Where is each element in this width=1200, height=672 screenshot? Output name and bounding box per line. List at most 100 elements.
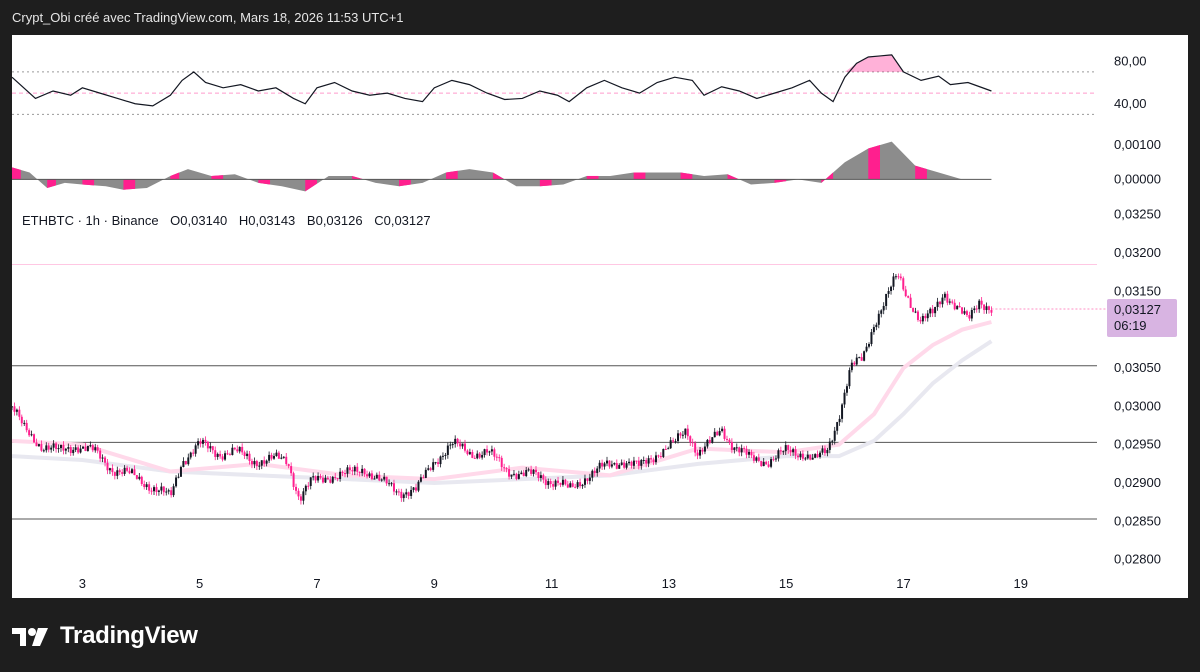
candle-body — [520, 472, 523, 475]
footer-brand: TradingView — [12, 620, 198, 652]
candle-body — [23, 422, 26, 424]
candle-body — [610, 464, 613, 467]
candle-body — [30, 434, 33, 436]
candle-body — [623, 462, 626, 468]
candle-body — [285, 456, 288, 465]
candle-body — [760, 460, 763, 467]
candle-body — [211, 446, 214, 451]
chart-frame[interactable]: 40,00 80,00 0,00000 0,00100 0,02800 0,02850… — [12, 35, 1188, 598]
tradingview-logo-icon — [12, 628, 48, 646]
candle-body — [397, 491, 400, 493]
candle-body — [96, 447, 99, 451]
candle-body — [593, 470, 596, 473]
candle-body — [258, 465, 261, 467]
candle-body — [826, 449, 829, 454]
candle-body — [162, 486, 165, 493]
candle-body — [160, 486, 163, 491]
candle-body — [72, 449, 75, 454]
candle-body — [236, 449, 239, 452]
candle-body — [596, 468, 599, 473]
histogram-segment — [915, 165, 927, 180]
candle-body — [662, 448, 665, 457]
candle-body — [549, 481, 552, 485]
candle-body — [456, 438, 459, 444]
candle-body — [951, 301, 954, 303]
candle-body — [121, 472, 124, 474]
candle-body — [579, 482, 582, 487]
candle-body — [608, 460, 611, 467]
candle-body — [527, 469, 530, 471]
candle-body — [953, 302, 956, 310]
chart-canvas[interactable]: 40,00 80,00 0,00000 0,00100 0,02800 0,02850… — [12, 35, 1188, 598]
candle-body — [515, 473, 518, 479]
candle-body — [784, 445, 787, 452]
candle-body — [304, 485, 307, 492]
candle-body — [133, 469, 136, 476]
price-tick-label: 0,03000 — [1114, 398, 1161, 413]
candle-body — [101, 457, 104, 459]
candle-body — [182, 461, 185, 468]
candle-body — [924, 315, 927, 319]
candle-body — [444, 454, 447, 456]
candle-body — [104, 457, 107, 463]
candle-body — [686, 428, 689, 437]
candle-body — [819, 452, 822, 458]
candle-body — [517, 474, 520, 479]
candle-body — [243, 452, 246, 456]
time-tick-label: 17 — [896, 576, 910, 591]
candle-body — [231, 447, 234, 456]
candle-body — [463, 443, 466, 451]
candle-body — [490, 449, 493, 452]
legend-open: O0,03140 — [170, 213, 227, 228]
histogram-segment — [305, 179, 317, 192]
candle-body — [390, 483, 393, 485]
candle-body — [199, 441, 202, 444]
candle-body — [478, 453, 481, 458]
candle-body — [728, 439, 731, 442]
candle-body — [25, 422, 28, 431]
candle-body — [681, 434, 684, 436]
candle-body — [361, 468, 364, 474]
candle-body — [640, 460, 643, 466]
price-tick-label: 0,02900 — [1114, 475, 1161, 490]
oscillator-overbought-fill — [12, 54, 992, 72]
candle-body — [69, 447, 72, 454]
candle-body — [576, 482, 579, 488]
footer-brand-text: TradingView — [60, 622, 198, 649]
candle-body — [339, 471, 342, 480]
candle-body — [591, 470, 594, 478]
candle-body — [113, 472, 116, 476]
candle-body — [297, 490, 300, 497]
candle-body — [872, 327, 875, 333]
candle-body — [216, 453, 219, 457]
candle-body — [59, 444, 62, 449]
candle-body — [317, 475, 320, 481]
candle-body — [246, 453, 249, 456]
candle-body — [723, 428, 726, 439]
candle-body — [221, 456, 224, 460]
candle-body — [914, 311, 917, 313]
histogram-segment — [586, 175, 599, 180]
candle-body — [40, 444, 43, 451]
candle-body — [831, 440, 834, 442]
candle-body — [943, 293, 946, 298]
last-price-badge — [1107, 298, 1177, 337]
candle-body — [956, 306, 959, 310]
candle-body — [745, 448, 748, 455]
candle-body — [552, 484, 555, 487]
candle-body — [912, 307, 915, 312]
candle-body — [400, 491, 403, 499]
candle-body — [880, 310, 883, 314]
histogram-segment — [633, 172, 646, 180]
candle-body — [770, 459, 773, 467]
candle-body — [894, 276, 897, 278]
candle-body — [858, 357, 861, 359]
candle-body — [706, 439, 709, 447]
oscillator-tick-label: 40,00 — [1114, 96, 1147, 111]
candle-body — [228, 454, 231, 456]
candle-body — [429, 468, 432, 470]
candle-body — [716, 431, 719, 436]
candle-body — [336, 478, 339, 480]
candle-body — [990, 310, 993, 313]
candle-body — [946, 293, 949, 303]
